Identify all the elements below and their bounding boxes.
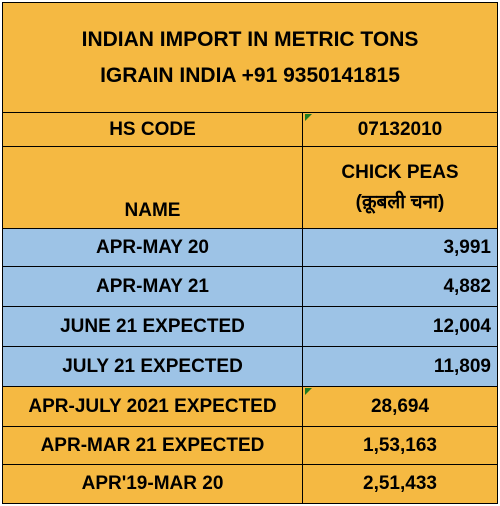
table-row: JULY 21 EXPECTED 11,809 xyxy=(3,347,497,387)
hs-code-value: 07132010 xyxy=(303,113,497,146)
hs-code-row: HS CODE 07132010 xyxy=(3,113,497,147)
row-value: 3,991 xyxy=(303,229,497,266)
row-label: JULY 21 EXPECTED xyxy=(3,347,303,386)
title-line-1: INDIAN IMPORT IN METRIC TONS xyxy=(81,27,419,51)
table-row: APR'19-MAR 20 2,51,433 xyxy=(3,465,497,503)
row-value: 12,004 xyxy=(303,307,497,346)
table-row: APR-MAY 20 3,991 xyxy=(3,229,497,267)
name-row: NAME CHICK PEAS (क़ूबली चना) xyxy=(3,147,497,229)
table-row: APR-MAR 21 EXPECTED 1,53,163 xyxy=(3,427,497,465)
row-value: 2,51,433 xyxy=(303,465,497,503)
product-name-cell: CHICK PEAS (क़ूबली चना) xyxy=(303,147,497,228)
table-row: APR-MAY 21 4,882 xyxy=(3,267,497,307)
name-label: NAME xyxy=(3,147,303,228)
row-value: 11,809 xyxy=(303,347,497,386)
comment-marker-icon xyxy=(305,388,312,395)
hs-code-label: HS CODE xyxy=(3,113,303,146)
row-label: APR'19-MAR 20 xyxy=(3,465,303,503)
row-value: 1,53,163 xyxy=(303,427,497,464)
table-row: JUNE 21 EXPECTED 12,004 xyxy=(3,307,497,347)
product-name-hindi: (क़ूबली चना) xyxy=(355,191,445,213)
comment-marker-icon xyxy=(305,114,312,121)
product-name: CHICK PEAS xyxy=(341,161,459,183)
row-value: 4,882 xyxy=(303,267,497,306)
row-label: APR-MAY 20 xyxy=(3,229,303,266)
title-line-2: IGRAIN INDIA +91 9350141815 xyxy=(100,63,400,87)
row-label: APR-MAY 21 xyxy=(3,267,303,306)
table-title: INDIAN IMPORT IN METRIC TONS IGRAIN INDI… xyxy=(3,3,497,113)
row-label: APR-JULY 2021 EXPECTED xyxy=(3,387,303,426)
row-value: 28,694 xyxy=(303,387,497,426)
table-row: APR-JULY 2021 EXPECTED 28,694 xyxy=(3,387,497,427)
row-label: APR-MAR 21 EXPECTED xyxy=(3,427,303,464)
row-label: JUNE 21 EXPECTED xyxy=(3,307,303,346)
